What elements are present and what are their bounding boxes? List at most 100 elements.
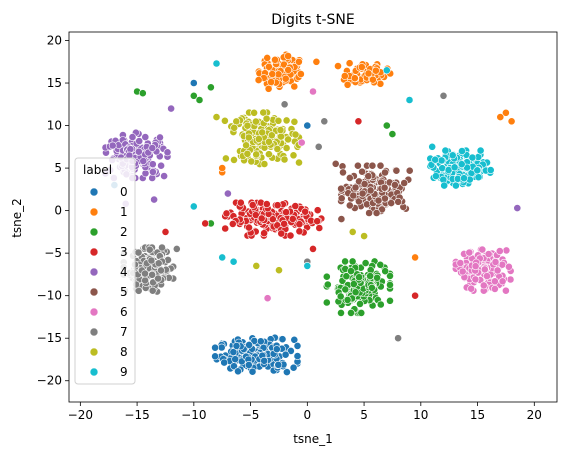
scatter-point-label-5 bbox=[353, 161, 362, 170]
scatter-point-label-2 bbox=[349, 280, 358, 288]
scatter-point-label-3 bbox=[236, 198, 245, 207]
x-tick-label: 15 bbox=[470, 408, 485, 422]
scatter-point-label-8 bbox=[259, 108, 268, 117]
legend-marker-7 bbox=[89, 327, 99, 337]
scatter-point-label-8 bbox=[264, 137, 273, 146]
scatter-point-label-5 bbox=[372, 209, 381, 217]
legend-box bbox=[74, 157, 136, 385]
y-tick-label: 5 bbox=[54, 161, 62, 175]
scatter-point-label-9 bbox=[218, 253, 227, 262]
scatter-point-label-5 bbox=[387, 199, 396, 207]
scatter-point-label-9 bbox=[450, 163, 459, 172]
scatter-point-label-7 bbox=[320, 117, 329, 126]
scatter-point-label-0 bbox=[211, 352, 219, 361]
scatter-point-label-6 bbox=[467, 284, 476, 293]
scatter-point-label-1 bbox=[263, 54, 272, 62]
x-tick-label: −20 bbox=[68, 408, 93, 422]
scatter-point-label-6 bbox=[309, 87, 317, 96]
legend-label-5: 5 bbox=[120, 285, 128, 299]
legend-label-6: 6 bbox=[120, 305, 128, 319]
scatter-point-label-1 bbox=[357, 63, 366, 71]
scatter-point-label-4 bbox=[135, 137, 144, 145]
scatter-point-label-0 bbox=[293, 341, 302, 350]
scatter-point-label-5 bbox=[365, 209, 373, 217]
legend-marker-1 bbox=[89, 207, 99, 217]
scatter-point-label-6 bbox=[478, 245, 487, 254]
scatter-point-label-2 bbox=[386, 296, 394, 305]
y-tick-label: 15 bbox=[47, 76, 62, 90]
scatter-point-label-5 bbox=[376, 161, 385, 170]
scatter-point-label-0 bbox=[229, 348, 238, 356]
scatter-point-label-5 bbox=[331, 159, 340, 168]
plot-area bbox=[101, 50, 522, 376]
y-axis-ticks: −20 −15 −10 −5 0 5 10 15 20 bbox=[37, 34, 69, 388]
scatter-point-label-2 bbox=[367, 283, 376, 292]
scatter-point-label-3 bbox=[228, 219, 237, 228]
scatter-point-label-4 bbox=[148, 167, 157, 176]
plot-frame bbox=[68, 31, 558, 403]
legend-marker-2 bbox=[89, 227, 99, 237]
scatter-point-label-3 bbox=[273, 201, 282, 210]
scatter-point-label-0 bbox=[248, 367, 257, 376]
scatter-point-label-5 bbox=[380, 194, 389, 203]
scatter-point-label-0 bbox=[293, 352, 302, 360]
scatter-point-label-2 bbox=[388, 130, 397, 138]
scatter-point-label-4 bbox=[160, 172, 168, 180]
scatter-point-label-5 bbox=[354, 197, 363, 206]
scatter-point-label-3 bbox=[260, 229, 268, 238]
scatter-point-label-7 bbox=[134, 248, 143, 257]
scatter-point-label-7 bbox=[280, 100, 289, 109]
scatter-point-label-8 bbox=[247, 157, 256, 166]
scatter-point-label-7 bbox=[154, 274, 162, 283]
scatter-point-label-8 bbox=[252, 261, 261, 270]
scatter-point-label-0 bbox=[217, 343, 226, 352]
scatter-point-label-2 bbox=[341, 285, 350, 294]
scatter-point-label-8 bbox=[360, 232, 368, 240]
legend-label-8: 8 bbox=[120, 345, 128, 359]
scatter-point-label-3 bbox=[313, 217, 322, 226]
scatter-point-label-9 bbox=[441, 146, 450, 155]
scatter-point-label-9 bbox=[473, 166, 482, 175]
scatter-point-label-7 bbox=[148, 270, 156, 279]
scatter-point-label-3 bbox=[251, 211, 260, 219]
legend-marker-8 bbox=[89, 347, 99, 357]
scatter-point-label-6 bbox=[465, 248, 474, 257]
scatter-point-label-6 bbox=[490, 277, 499, 286]
scatter-point-label-8 bbox=[267, 131, 276, 140]
scatter-point-label-9 bbox=[431, 155, 440, 164]
scatter-point-label-1 bbox=[501, 108, 510, 117]
legend-label-2: 2 bbox=[120, 225, 128, 239]
scatter-point-label-8 bbox=[290, 117, 299, 126]
scatter-point-label-5 bbox=[345, 201, 354, 210]
scatter-point-label-1 bbox=[281, 74, 290, 83]
scatter-point-label-3 bbox=[245, 223, 253, 232]
scatter-point-label-7 bbox=[141, 269, 149, 278]
scatter-point-label-9 bbox=[451, 181, 460, 190]
scatter-point-label-8 bbox=[252, 150, 261, 159]
scatter-point-label-7 bbox=[314, 142, 323, 151]
scatter-point-label-7 bbox=[172, 244, 181, 253]
scatter-point-label-9 bbox=[448, 151, 457, 160]
scatter-point-label-0 bbox=[281, 350, 290, 359]
scatter-point-label-5 bbox=[392, 166, 401, 175]
scatter-point-label-2 bbox=[361, 259, 370, 267]
legend-label-7: 7 bbox=[120, 325, 128, 339]
scatter-point-label-6 bbox=[493, 266, 502, 275]
scatter-point-label-5 bbox=[394, 197, 403, 206]
legend-label-0: 0 bbox=[120, 185, 128, 199]
scatter-point-label-3 bbox=[313, 206, 322, 215]
scatter-point-label-1 bbox=[290, 82, 299, 91]
scatter-point-label-6 bbox=[480, 265, 489, 274]
scatter-point-label-5 bbox=[337, 194, 346, 203]
scatter-point-label-6 bbox=[471, 262, 480, 271]
scatter-point-label-2 bbox=[322, 298, 331, 307]
scatter-point-label-0 bbox=[260, 356, 269, 365]
scatter-point-label-8 bbox=[251, 117, 260, 126]
scatter-point-label-0 bbox=[274, 360, 283, 369]
scatter-point-label-7 bbox=[141, 276, 149, 285]
scatter-point-label-2 bbox=[366, 272, 375, 280]
scatter-point-label-6 bbox=[484, 250, 493, 258]
scatter-point-label-5 bbox=[368, 161, 377, 170]
scatter-point-label-8 bbox=[250, 108, 258, 117]
scatter-point-label-2 bbox=[337, 308, 345, 317]
